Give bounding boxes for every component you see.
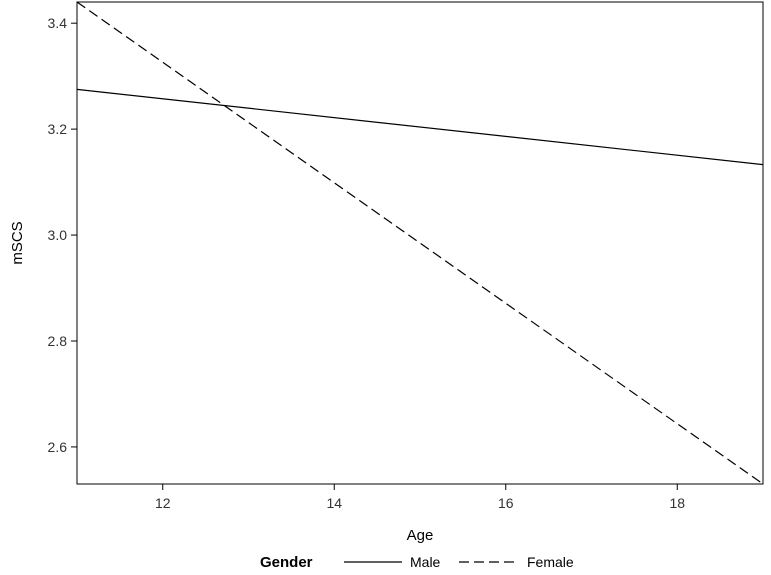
y-tick-label: 2.6	[48, 439, 68, 455]
series-lines	[76, 1, 764, 485]
series-line-male	[76, 88, 764, 166]
y-tick-label: 3.0	[48, 227, 68, 243]
y-tick-label: 3.4	[48, 15, 68, 31]
y-axis-ticks: 2.6 2.8 3.0 3.2 3.4	[48, 15, 77, 455]
x-tick-label: 16	[498, 495, 514, 511]
plot-frame	[76, 1, 764, 485]
legend: Gender Male Female	[260, 554, 574, 571]
series-line-female	[76, 1, 764, 485]
x-tick-label: 14	[326, 495, 342, 511]
legend-label-male: Male	[410, 554, 441, 570]
x-axis-title: Age	[407, 527, 434, 544]
y-axis-title: mSCS	[9, 221, 26, 264]
y-tick-label: 3.2	[48, 121, 68, 137]
x-tick-label: 18	[669, 495, 685, 511]
legend-label-female: Female	[527, 554, 574, 570]
y-tick-label: 2.8	[48, 333, 68, 349]
legend-title: Gender	[260, 554, 313, 571]
x-axis-ticks: 12 14 16 18	[155, 484, 685, 511]
x-tick-label: 12	[155, 495, 171, 511]
